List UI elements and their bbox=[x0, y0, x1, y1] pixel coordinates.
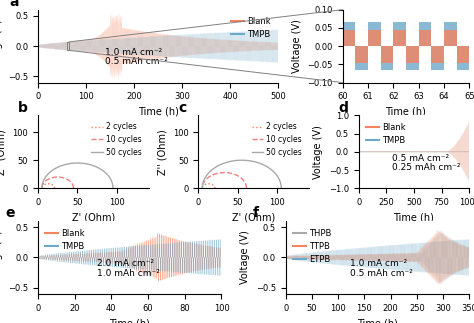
Line: 10 cycles: 10 cycles bbox=[202, 172, 246, 188]
Text: b: b bbox=[18, 101, 28, 115]
2 cycles bbox=[39, 185, 45, 189]
2 cycles bbox=[211, 184, 217, 188]
Text: c: c bbox=[178, 101, 187, 115]
2 cycles bbox=[200, 185, 205, 189]
2 cycles bbox=[46, 182, 51, 186]
Y-axis label: Z'' (Ohm): Z'' (Ohm) bbox=[157, 129, 167, 175]
Line: 2 cycles: 2 cycles bbox=[42, 184, 55, 188]
50 cycles bbox=[110, 186, 116, 190]
Line: 10 cycles: 10 cycles bbox=[42, 177, 73, 188]
10 cycles bbox=[50, 176, 55, 180]
Legend: Blank, TMPB: Blank, TMPB bbox=[363, 120, 409, 148]
50 cycles bbox=[272, 171, 277, 174]
X-axis label: Z' (Ohm): Z' (Ohm) bbox=[232, 213, 275, 223]
2 cycles bbox=[52, 186, 57, 190]
Text: 0.5 mAh cm⁻²: 0.5 mAh cm⁻² bbox=[105, 57, 168, 66]
Bar bbox=[67, 42, 69, 50]
10 cycles bbox=[39, 184, 45, 188]
10 cycles bbox=[39, 185, 45, 189]
50 cycles bbox=[278, 186, 284, 190]
Text: 0.5 mA cm⁻²: 0.5 mA cm⁻² bbox=[392, 153, 449, 162]
X-axis label: Time (h): Time (h) bbox=[138, 107, 179, 117]
10 cycles bbox=[39, 186, 45, 190]
10 cycles bbox=[214, 172, 220, 175]
50 cycles bbox=[72, 161, 77, 165]
X-axis label: Time (h): Time (h) bbox=[385, 107, 427, 117]
10 cycles bbox=[220, 171, 226, 174]
2 cycles bbox=[45, 182, 51, 186]
Text: f: f bbox=[253, 206, 259, 220]
Y-axis label: Voltage (V): Voltage (V) bbox=[313, 125, 323, 179]
Legend: Blank, TMPB: Blank, TMPB bbox=[228, 14, 274, 43]
Y-axis label: Voltage (V): Voltage (V) bbox=[292, 19, 302, 73]
X-axis label: Z' (Ohm): Z' (Ohm) bbox=[72, 213, 115, 223]
2 cycles bbox=[210, 183, 216, 187]
50 cycles bbox=[104, 172, 109, 176]
2 cycles bbox=[50, 183, 56, 187]
50 cycles bbox=[226, 160, 232, 164]
10 cycles bbox=[54, 175, 59, 179]
2 cycles bbox=[205, 182, 211, 186]
2 cycles bbox=[206, 182, 211, 186]
Legend: Blank, TMPB: Blank, TMPB bbox=[42, 225, 88, 254]
Y-axis label: Z'' (Ohm): Z'' (Ohm) bbox=[0, 129, 7, 175]
X-axis label: Time (h): Time (h) bbox=[357, 318, 398, 323]
10 cycles bbox=[240, 177, 246, 181]
50 cycles bbox=[239, 158, 245, 162]
Text: 1.0 mAh cm⁻²: 1.0 mAh cm⁻² bbox=[97, 269, 160, 278]
50 cycles bbox=[200, 183, 205, 187]
2 cycles bbox=[204, 182, 210, 186]
Text: 2.0 mA cm⁻²: 2.0 mA cm⁻² bbox=[97, 259, 154, 268]
Text: 1.0 mA cm⁻²: 1.0 mA cm⁻² bbox=[350, 259, 407, 268]
Y-axis label: Voltage (V): Voltage (V) bbox=[0, 231, 2, 285]
50 cycles bbox=[75, 161, 81, 165]
2 cycles bbox=[43, 182, 49, 186]
10 cycles bbox=[71, 186, 76, 190]
50 cycles bbox=[200, 186, 205, 190]
Text: 1.0 mA cm⁻²: 1.0 mA cm⁻² bbox=[105, 48, 163, 57]
50 cycles bbox=[101, 170, 107, 173]
10 cycles bbox=[238, 176, 244, 180]
Text: a: a bbox=[9, 0, 18, 9]
10 cycles bbox=[67, 179, 73, 183]
Text: d: d bbox=[339, 101, 348, 115]
2 cycles bbox=[200, 186, 205, 190]
2 cycles bbox=[200, 186, 205, 190]
50 cycles bbox=[63, 162, 69, 166]
Legend: 2 cycles, 10 cycles, 50 cycles: 2 cycles, 10 cycles, 50 cycles bbox=[249, 119, 305, 160]
50 cycles bbox=[40, 181, 46, 185]
50 cycles bbox=[39, 186, 45, 190]
Line: 2 cycles: 2 cycles bbox=[202, 184, 215, 188]
2 cycles bbox=[212, 186, 218, 190]
10 cycles bbox=[222, 171, 228, 174]
Line: 50 cycles: 50 cycles bbox=[202, 160, 281, 188]
X-axis label: Time (h): Time (h) bbox=[393, 213, 434, 223]
50 cycles bbox=[39, 183, 45, 187]
Text: 0.5 mAh cm⁻²: 0.5 mAh cm⁻² bbox=[350, 269, 413, 278]
Legend: 2 cycles, 10 cycles, 50 cycles: 2 cycles, 10 cycles, 50 cycles bbox=[88, 119, 145, 160]
Text: 0.25 mAh cm⁻²: 0.25 mAh cm⁻² bbox=[392, 163, 460, 172]
10 cycles bbox=[244, 186, 249, 190]
10 cycles bbox=[200, 184, 205, 188]
Legend: THPB, TTPB, ETPB: THPB, TTPB, ETPB bbox=[290, 225, 335, 267]
50 cycles bbox=[236, 158, 241, 162]
10 cycles bbox=[200, 183, 206, 187]
Line: 50 cycles: 50 cycles bbox=[42, 163, 113, 188]
10 cycles bbox=[68, 180, 73, 184]
10 cycles bbox=[200, 186, 205, 190]
2 cycles bbox=[39, 186, 45, 190]
50 cycles bbox=[201, 180, 206, 184]
50 cycles bbox=[268, 168, 274, 172]
10 cycles bbox=[55, 175, 61, 179]
X-axis label: Time (h): Time (h) bbox=[109, 318, 150, 323]
2 cycles bbox=[51, 184, 56, 188]
Text: e: e bbox=[5, 206, 14, 220]
2 cycles bbox=[39, 186, 45, 190]
Y-axis label: Voltage (V): Voltage (V) bbox=[0, 19, 2, 73]
Y-axis label: Voltage (V): Voltage (V) bbox=[240, 231, 250, 285]
